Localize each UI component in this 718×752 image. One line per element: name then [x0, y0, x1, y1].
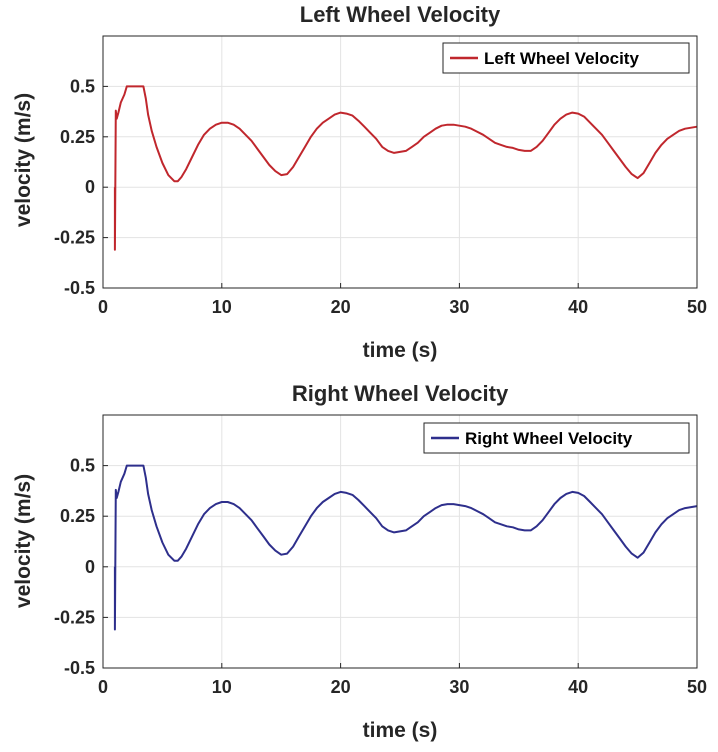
x-tick-label: 20 [331, 297, 351, 317]
legend-box [423, 422, 690, 454]
y-tick-label: -0.5 [64, 658, 95, 678]
right-wheel-velocity-chart: Right Wheel Velocity time (s) velocity (… [12, 381, 707, 742]
grid [102, 36, 698, 289]
y-tick-label: 0.5 [70, 456, 95, 476]
x-tick-label: 40 [568, 297, 588, 317]
y-tick-label: 0 [85, 177, 95, 197]
legend-label: Right Wheel Velocity [465, 429, 633, 448]
y-tick-label: 0.25 [60, 127, 95, 147]
axis-ticks: 0 10 20 30 40 50 -0.5 -0.25 0 0.25 0.5 [54, 76, 707, 317]
plot-frame [102, 35, 698, 289]
y-tick-label: 0 [85, 557, 95, 577]
left-wheel-velocity-chart: Left Wheel Velocity time (s) velocity (m… [12, 2, 707, 362]
x-tick-label: 30 [449, 677, 469, 697]
axis-ticks: 0 10 20 30 40 50 -0.5 -0.25 0 0.25 0.5 [54, 456, 707, 697]
plot-frame [102, 414, 698, 669]
legend: Right Wheel Velocity [423, 422, 690, 454]
series-layer [113, 464, 698, 631]
x-tick-label: 30 [449, 297, 469, 317]
x-tick-label: 50 [687, 297, 707, 317]
y-tick-label: -0.25 [54, 607, 95, 627]
y-tick-label: 0.5 [70, 76, 95, 96]
y-axis-label: velocity (m/s) [12, 93, 35, 227]
y-axis-label: velocity (m/s) [12, 474, 35, 608]
x-tick-label: 50 [687, 677, 707, 697]
x-tick-label: 10 [212, 677, 232, 697]
legend-box [442, 42, 690, 74]
legend: Left Wheel Velocity [442, 42, 690, 74]
series-layer [113, 85, 698, 251]
chart-title: Left Wheel Velocity [300, 2, 501, 27]
x-tick-label: 20 [331, 677, 351, 697]
x-axis-label: time (s) [363, 339, 438, 362]
series-line [113, 85, 698, 251]
x-tick-label: 0 [98, 677, 108, 697]
x-axis-label: time (s) [363, 719, 438, 742]
series-line [113, 464, 698, 631]
x-tick-label: 0 [98, 297, 108, 317]
legend-label: Left Wheel Velocity [484, 49, 639, 68]
y-tick-label: 0.25 [60, 506, 95, 526]
y-tick-label: -0.25 [54, 228, 95, 248]
y-tick-label: -0.5 [64, 278, 95, 298]
x-tick-label: 10 [212, 297, 232, 317]
x-tick-label: 40 [568, 677, 588, 697]
chart-title: Right Wheel Velocity [292, 381, 509, 406]
